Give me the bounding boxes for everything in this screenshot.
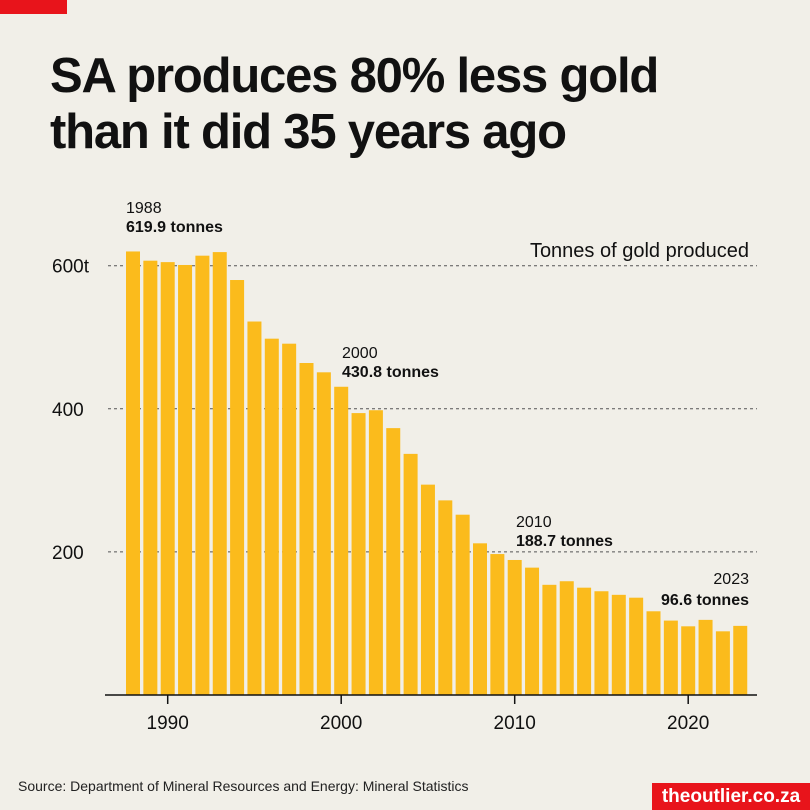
bar-1991	[178, 264, 193, 695]
y-tick-label-400: 400	[52, 400, 84, 421]
bar-2013	[559, 581, 574, 695]
bar-1993	[212, 252, 227, 695]
y-tick-label-200: 200	[52, 543, 84, 564]
bar-1997	[282, 343, 297, 695]
bar-2021	[698, 619, 713, 695]
bar-2014	[577, 587, 592, 695]
annotation-value-1988: 619.9 tonnes	[126, 219, 223, 236]
source-note: Source: Department of Mineral Resources …	[18, 778, 469, 794]
bar-1992	[195, 255, 210, 696]
series-label: Tonnes of gold produced	[530, 240, 749, 262]
x-tick-label-2020: 2020	[667, 713, 709, 734]
annotation-year-2000: 2000	[342, 345, 378, 362]
annotation-value-2023: 96.6 tonnes	[661, 592, 749, 609]
bar-2018	[646, 611, 661, 695]
bar-layer	[126, 251, 748, 696]
bar-2016	[611, 594, 626, 695]
bar-2022	[715, 631, 730, 695]
bar-2007	[455, 514, 470, 695]
bar-1999	[316, 372, 331, 695]
annotation-value-2010: 188.7 tonnes	[516, 533, 613, 550]
brand-accent-bar	[0, 0, 67, 14]
bar-2005	[420, 484, 435, 695]
bar-2015	[594, 591, 609, 695]
bar-2023	[733, 625, 748, 695]
annotation-year-2023: 2023	[713, 571, 749, 588]
bar-2012	[542, 584, 557, 695]
annotation-year-2010: 2010	[516, 514, 552, 531]
axis-layer: 600t 400 200 1990 2000 2010 2020	[52, 257, 757, 734]
bar-1995	[247, 321, 262, 695]
bar-2020	[681, 626, 696, 695]
bar-2004	[403, 453, 418, 695]
brand-badge[interactable]: theoutlier.co.za	[652, 783, 810, 810]
bar-1996	[264, 338, 279, 695]
bar-2008	[473, 543, 487, 695]
title-line-2: than it did 35 years ago	[50, 105, 567, 159]
bar-2003	[386, 428, 401, 695]
bar-2011	[525, 567, 540, 695]
bar-2019	[663, 620, 678, 695]
bar-chart: 600t 400 200 1990 2000 2010 2020 Tonnes of gol…	[52, 200, 757, 734]
annotation-value-2000: 430.8 tonnes	[342, 364, 439, 381]
bar-1994	[230, 280, 245, 695]
bar-2009	[490, 554, 505, 695]
bar-1998	[299, 363, 314, 695]
bar-2006	[438, 500, 453, 695]
bar-1990	[160, 262, 175, 695]
x-tick-label-2000: 2000	[320, 713, 362, 734]
bar-1988	[126, 251, 140, 695]
bar-2017	[629, 597, 644, 695]
annotation-year-1988: 1988	[126, 200, 162, 217]
annotation-layer: Tonnes of gold produced 1988 619.9 tonnes 2…	[126, 200, 749, 609]
bar-2002	[368, 410, 383, 695]
chart-title: SA produces 80% less gold than it did 35…	[50, 48, 790, 160]
bar-2000	[334, 386, 349, 695]
title-line-1: SA produces 80% less gold	[50, 49, 659, 103]
x-tick-label-2010: 2010	[494, 713, 536, 734]
bar-1989	[143, 260, 158, 695]
x-tick-label-1990: 1990	[147, 713, 189, 734]
y-tick-label-600: 600t	[52, 257, 90, 278]
bar-2001	[351, 413, 366, 695]
bar-2010	[507, 559, 522, 695]
